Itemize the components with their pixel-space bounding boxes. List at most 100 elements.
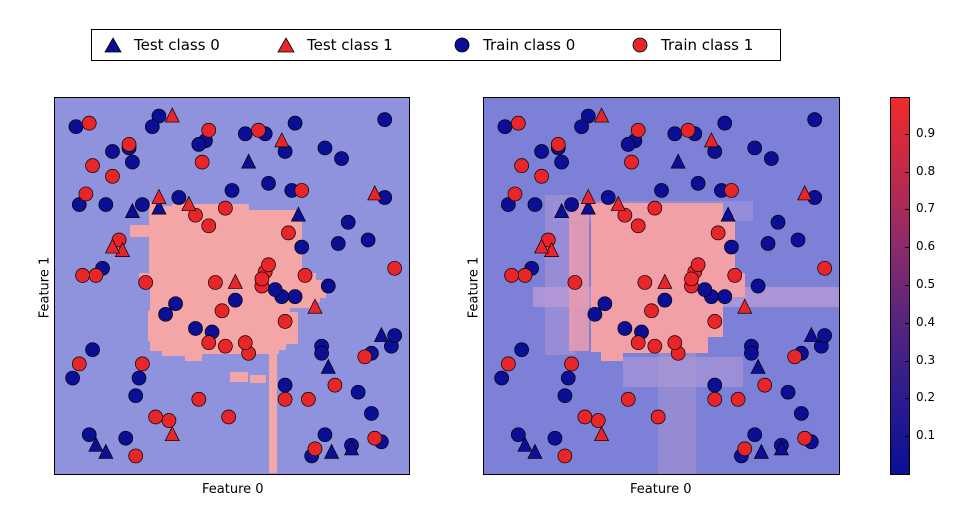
train-class-0-point: [620, 137, 636, 152]
train-class-0-point: [188, 321, 203, 336]
train-class-1-point: [208, 275, 223, 290]
scatter-marks-right: [494, 107, 833, 464]
train-class-1-point: [787, 349, 803, 365]
train-class-0-point: [750, 278, 766, 294]
train-class-0-point: [527, 197, 543, 212]
test-class-0-point: [720, 206, 736, 222]
train-class-1-point: [81, 115, 97, 131]
test-class-0-point: [151, 199, 167, 215]
colorbar-tick-label: 0.3: [904, 353, 935, 367]
test-class-0-point: [124, 202, 140, 219]
colorbar-tick-label: 0.8: [904, 164, 935, 178]
train-class-0-point: [747, 140, 763, 156]
train-class-1-point: [517, 268, 533, 283]
train-class-0-point: [534, 144, 549, 159]
colorbar-tick-label: 0.7: [904, 201, 935, 215]
train-class-0-point: [320, 278, 336, 294]
train-class-1-point: [567, 275, 583, 290]
train-class-0-point: [377, 112, 393, 127]
plot-frame: [54, 97, 410, 475]
test-class-0-point: [753, 443, 769, 459]
train-class-1-point: [121, 137, 137, 152]
train-class-0-point: [587, 306, 603, 322]
train-class-0-point: [807, 112, 823, 127]
train-class-1-point: [138, 275, 154, 290]
train-class-0-point: [547, 430, 563, 446]
train-class-1-point: [191, 391, 207, 407]
legend-label: Train class 0: [483, 36, 576, 54]
test-class-0-point: [324, 443, 340, 459]
test-class-1-point: [580, 188, 596, 204]
colorbar: [890, 97, 910, 475]
train-class-0-point: [314, 345, 329, 361]
train-class-0-point: [654, 183, 669, 198]
train-class-1-point: [644, 303, 659, 319]
scatter-marks-left: [65, 107, 403, 464]
test-class-0-point: [750, 358, 766, 374]
train-class-1-point: [135, 356, 150, 372]
legend-item-train-class-0: Train class 0: [453, 35, 575, 55]
test-class-1-point: [367, 185, 383, 201]
train-class-0-point: [617, 321, 633, 336]
test-class-0-point: [88, 436, 104, 452]
train-class-1-point: [161, 413, 177, 428]
train-class-0-point: [597, 296, 613, 312]
train-class-1-point: [757, 377, 773, 393]
train-class-1-point: [75, 268, 90, 283]
train-class-1-point: [261, 257, 276, 273]
train-class-1-point: [727, 268, 743, 283]
train-class-0-point: [317, 140, 333, 156]
train-class-1-point: [357, 349, 373, 365]
train-class-1-point: [624, 154, 639, 170]
train-class-1-point: [105, 168, 120, 184]
train-class-1-point: [301, 391, 316, 407]
train-class-0-point: [580, 108, 596, 124]
test-class-1-point: [593, 425, 610, 442]
train-class-0-point: [657, 292, 673, 308]
train-class-0-point: [81, 427, 97, 443]
train-class-1-point: [707, 391, 723, 407]
train-class-1-point: [500, 356, 516, 372]
train-class-0-point: [224, 183, 240, 198]
train-class-0-point: [171, 190, 187, 205]
train-class-1-point: [797, 430, 813, 446]
test-class-0-point: [554, 202, 570, 219]
train-class-1-point: [630, 218, 646, 234]
train-class-1-point: [730, 391, 746, 407]
train-class-0-point: [667, 126, 683, 142]
train-class-1-point: [577, 409, 593, 425]
train-class-1-point: [294, 183, 310, 198]
train-class-1-point: [214, 303, 230, 319]
train-class-0-point: [790, 232, 806, 248]
test-class-1-point: [534, 238, 550, 254]
train-class-0-point: [770, 214, 786, 230]
test-class-1-point: [610, 195, 626, 211]
train-class-1-point: [710, 225, 726, 241]
test-class-1-point: [227, 273, 243, 289]
train-class-0-point: [554, 154, 569, 170]
train-class-0-point: [287, 115, 303, 131]
train-class-1-point: [650, 409, 666, 425]
train-class-0-point: [564, 197, 579, 212]
train-class-0-point: [724, 239, 739, 255]
y-axis-label-right: Feature 1: [466, 256, 482, 319]
train-class-1-point: [188, 207, 203, 223]
train-class-1-point: [201, 218, 217, 234]
train-class-0-point: [317, 427, 333, 443]
train-class-1-point: [277, 314, 293, 329]
train-class-0-point: [151, 108, 167, 124]
train-class-0-point: [690, 175, 706, 191]
train-class-1-point: [277, 391, 293, 407]
test-class-1-point: [307, 298, 323, 314]
train-class-1-point: [684, 271, 699, 287]
train-class-0-point: [764, 151, 779, 166]
x-axis-label-right: Feature 0: [630, 482, 692, 497]
test-class-0-point: [580, 199, 596, 215]
train-class-0-point: [191, 137, 207, 152]
train-class-0-point: [360, 232, 376, 248]
train-class-1-point: [667, 335, 683, 350]
train-class-1-point: [617, 207, 633, 223]
test-class-0-point: [290, 206, 306, 222]
train-class-0-point: [261, 175, 276, 191]
test-class-0-point: [241, 153, 257, 169]
